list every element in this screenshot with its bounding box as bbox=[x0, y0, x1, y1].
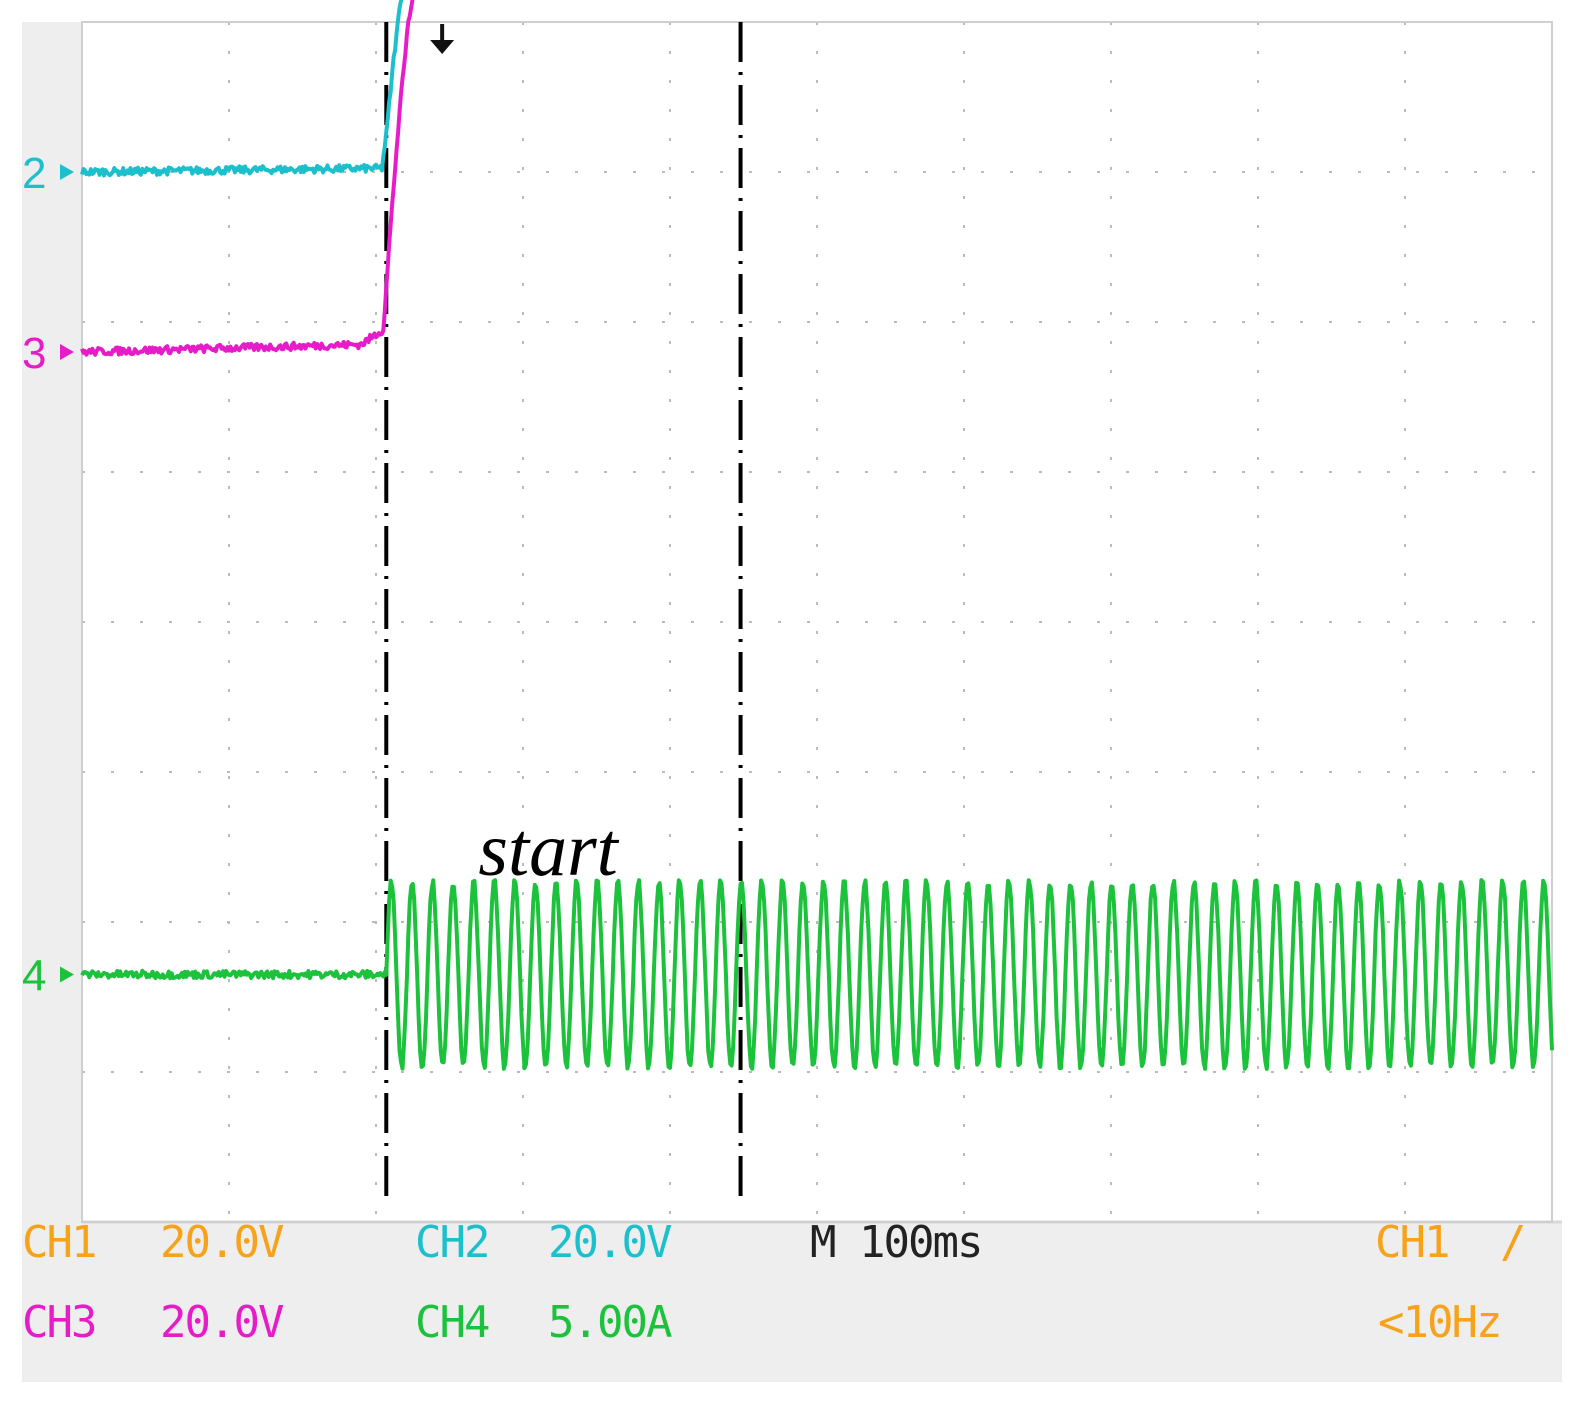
ch3-scale: 20.0V bbox=[160, 1297, 284, 1348]
traces bbox=[80, 0, 1554, 1071]
ch2-label: CH2 bbox=[415, 1217, 488, 1268]
status-bar: CH1 20.0V CH2 20.0V M 100ms CH1 / CH3 20… bbox=[22, 1217, 1527, 1348]
grid bbox=[81, 21, 1553, 1223]
ch2-trace bbox=[80, 0, 404, 178]
ch3-marker: 3 bbox=[22, 329, 46, 378]
trigger-frequency: <10Hz bbox=[1378, 1297, 1500, 1348]
trigger-source: CH1 bbox=[1375, 1217, 1448, 1268]
timebase-readout: M 100ms bbox=[810, 1217, 981, 1268]
ch4-marker-arrow-icon bbox=[60, 966, 74, 983]
ch3-trace bbox=[80, 0, 415, 357]
ch2-marker: 2 bbox=[22, 149, 46, 198]
ch4-trace bbox=[80, 878, 1554, 1071]
time-cursors bbox=[384, 22, 743, 1202]
ch2-scale: 20.0V bbox=[548, 1217, 672, 1268]
ch4-scale: 5.00A bbox=[548, 1297, 672, 1348]
ch4-marker: 4 bbox=[22, 952, 46, 1001]
trigger-position-icon bbox=[430, 24, 455, 54]
plot-area bbox=[82, 22, 1562, 1222]
trigger-slope: / bbox=[1500, 1217, 1525, 1268]
ch1-label: CH1 bbox=[22, 1217, 95, 1268]
start-annotation: start bbox=[478, 808, 619, 892]
channel-markers: 1234 bbox=[22, 149, 74, 1001]
ch4-label: CH4 bbox=[415, 1297, 489, 1348]
ch3-marker-arrow-icon bbox=[60, 344, 74, 360]
ch3-label: CH3 bbox=[22, 1297, 95, 1348]
ch1-scale: 20.0V bbox=[160, 1217, 284, 1268]
graticule-border bbox=[81, 21, 1553, 1223]
ch2-marker-arrow-icon bbox=[60, 164, 74, 180]
